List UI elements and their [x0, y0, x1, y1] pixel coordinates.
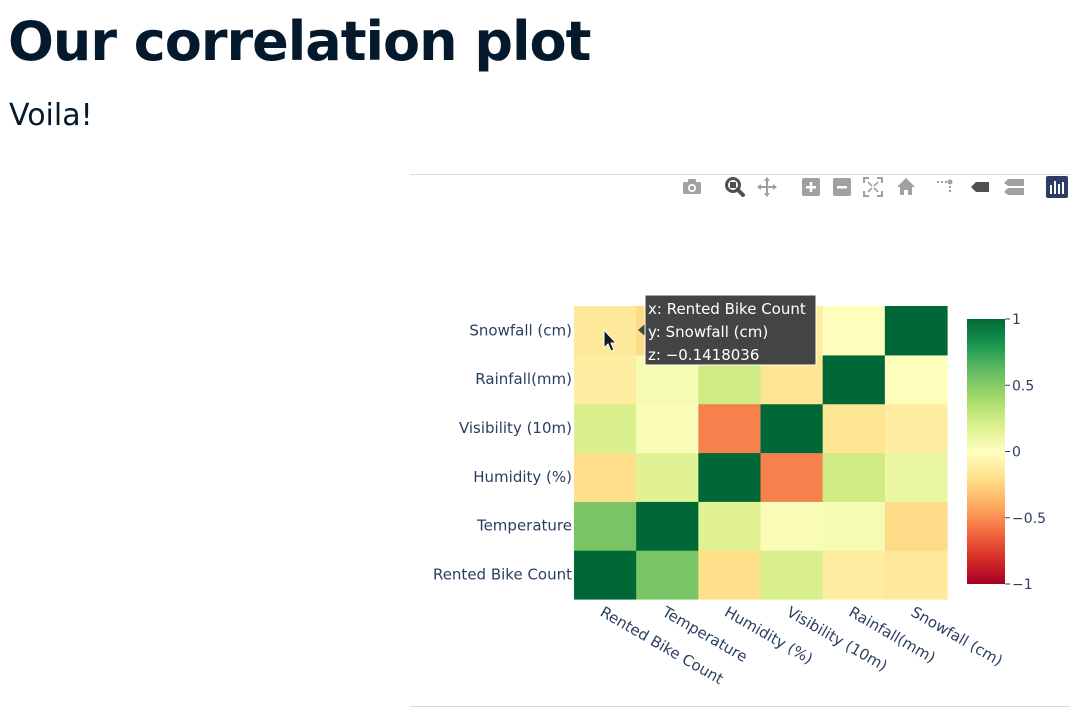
heatmap-cell[interactable] — [884, 306, 948, 356]
zoom-in-button[interactable] — [800, 176, 822, 198]
heatmap-cell[interactable] — [636, 452, 699, 502]
spike-lines-icon — [937, 179, 953, 192]
heatmap-cell[interactable] — [822, 501, 886, 551]
heatmap-cell[interactable] — [760, 452, 824, 502]
zoom-in-icon — [802, 178, 820, 196]
camera-button[interactable] — [681, 176, 703, 198]
heatmap-cell[interactable] — [822, 354, 886, 405]
heatmap-cell[interactable] — [636, 403, 699, 454]
zoom-button[interactable] — [724, 176, 746, 198]
plotly-logo-button[interactable] — [1046, 176, 1068, 198]
colorbar-tick-label: 0.5 — [1012, 378, 1034, 394]
autoscale-button[interactable] — [862, 176, 884, 198]
heatmap-cell[interactable] — [822, 403, 886, 454]
colorbar-tick-label: 0 — [1012, 445, 1021, 461]
y-tick-label: Rented Bike Count — [433, 566, 572, 584]
heatmap-cell[interactable] — [574, 452, 637, 502]
autoscale-icon — [863, 177, 883, 197]
zoom-out-icon — [833, 178, 851, 196]
y-tick-label: Visibility (10m) — [459, 419, 572, 437]
heatmap-cell[interactable] — [574, 354, 637, 405]
y-tick-label: Humidity (%) — [473, 468, 572, 486]
colorbar — [967, 319, 1005, 584]
heatmap-cell[interactable] — [574, 550, 637, 600]
camera-icon — [683, 179, 701, 194]
heatmap-cell[interactable] — [574, 306, 637, 356]
hover-compare-button[interactable] — [1003, 176, 1025, 198]
heatmap-cell[interactable] — [760, 550, 824, 600]
tooltip-x-line: x: Rented Bike Count — [648, 300, 806, 318]
heatmap-cell[interactable] — [698, 550, 762, 600]
heatmap-cell[interactable] — [822, 306, 886, 356]
heatmap-cell[interactable] — [636, 550, 699, 600]
pan-icon — [757, 177, 777, 197]
heatmap-cell[interactable] — [760, 403, 824, 454]
heatmap-cell[interactable] — [698, 501, 762, 551]
heatmap-cell[interactable] — [698, 452, 762, 502]
heatmap-cell[interactable] — [884, 501, 948, 551]
heatmap-cell[interactable] — [760, 501, 824, 551]
tooltip-y-line: y: Snowfall (cm) — [648, 323, 768, 341]
reset-axes-button[interactable] — [895, 176, 917, 198]
heatmap-cell[interactable] — [884, 550, 948, 600]
plotly-logo-icon — [1046, 176, 1068, 198]
mouse-cursor-icon — [603, 328, 618, 352]
zoom-out-button[interactable] — [831, 176, 853, 198]
hover-tooltip: x: Rented Bike Count y: Snowfall (cm) z: −… — [638, 294, 817, 366]
heatmap-cell[interactable] — [822, 550, 886, 600]
slide-subtitle: Voila! — [9, 98, 93, 133]
hover-closest-icon — [971, 182, 989, 192]
pan-button[interactable] — [756, 176, 778, 198]
hover-compare-icon — [1004, 179, 1024, 195]
modebar — [410, 176, 1070, 200]
home-icon — [897, 178, 915, 195]
tooltip-z-line: z: −0.1418036 — [648, 346, 759, 364]
heatmap-cell[interactable] — [574, 501, 637, 551]
y-tick-label: Temperature — [476, 517, 572, 535]
colorbar-tick-label: 1 — [1012, 312, 1021, 328]
colorbar-tick-label: −1 — [1012, 577, 1033, 593]
hover-closest-button[interactable] — [969, 176, 991, 198]
heatmap-cell[interactable] — [884, 452, 948, 502]
heatmap-cell[interactable] — [636, 501, 699, 551]
spike-lines-button[interactable] — [934, 176, 956, 198]
colorbar-tick-label: −0.5 — [1012, 511, 1046, 527]
y-tick-label: Rainfall(mm) — [475, 370, 572, 388]
heatmap-cell[interactable] — [822, 452, 886, 502]
heatmap-cell[interactable] — [574, 403, 637, 454]
heatmap-cell[interactable] — [884, 403, 948, 454]
zoom-icon — [725, 177, 745, 197]
slide-title: Our correlation plot — [8, 10, 591, 73]
heatmap-cell[interactable] — [698, 403, 762, 454]
heatmap-cell[interactable] — [884, 354, 948, 405]
y-tick-label: Snowfall (cm) — [469, 321, 572, 339]
